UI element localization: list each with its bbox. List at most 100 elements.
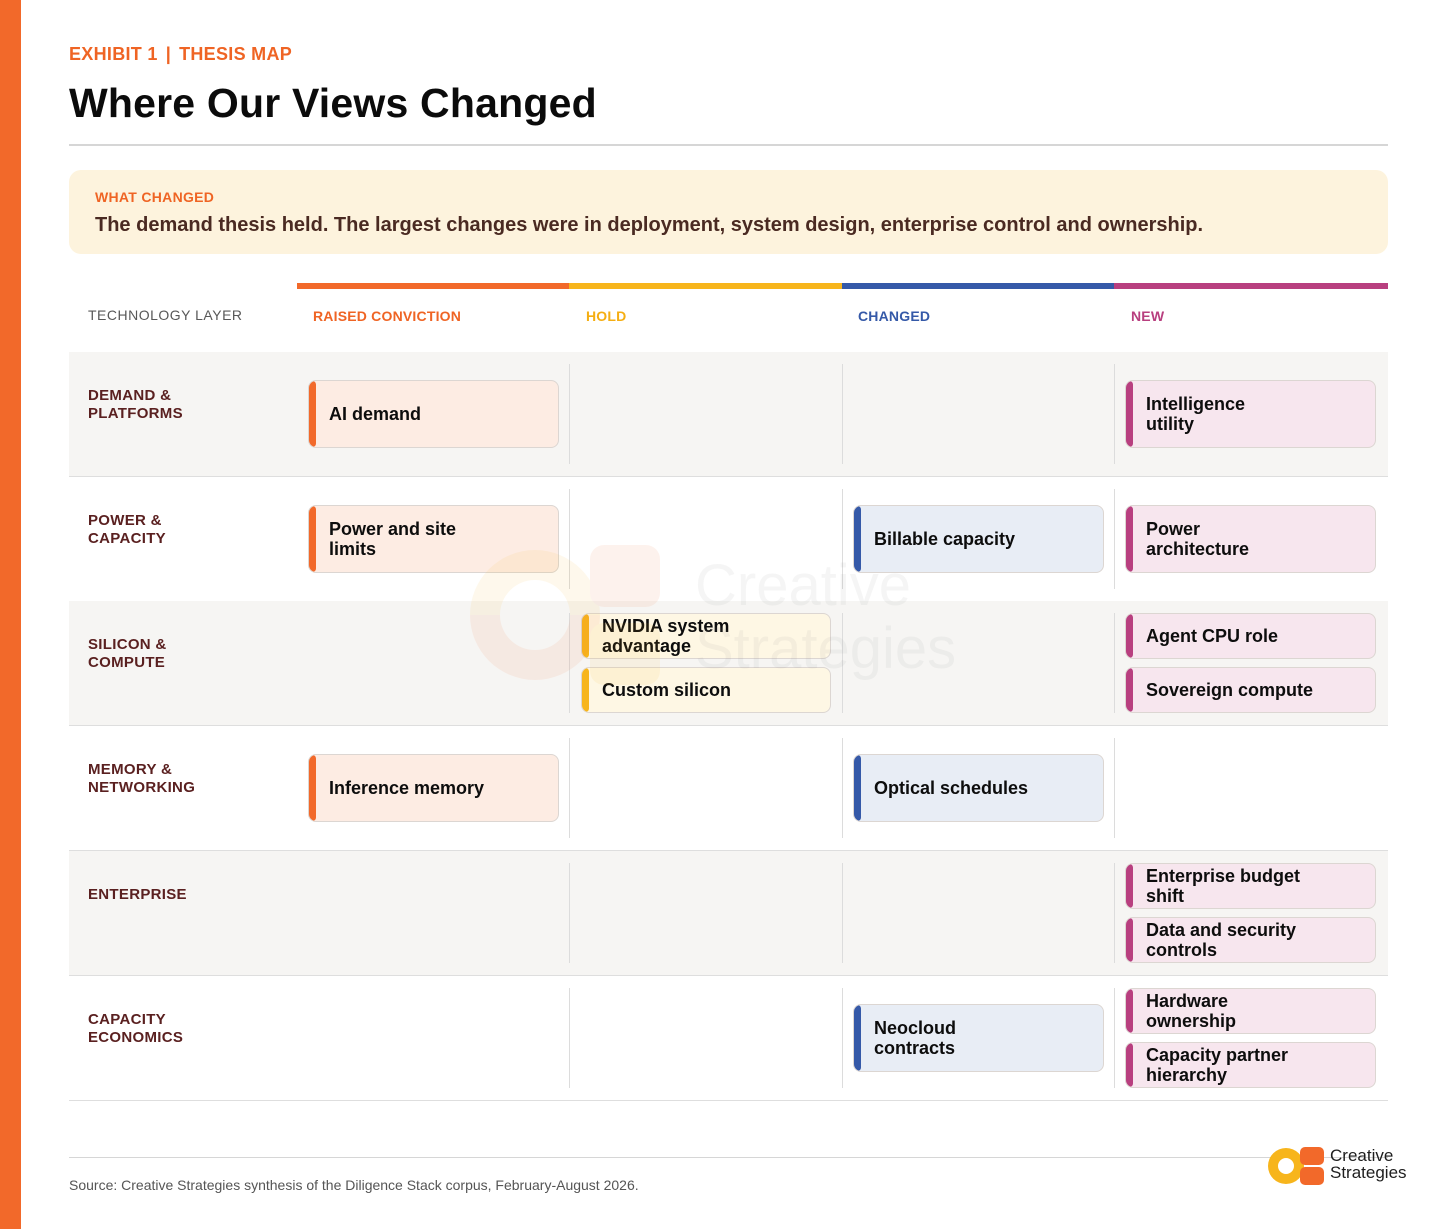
card-text: Neocloud contracts <box>874 1018 957 1058</box>
thesis-card-hold: Custom silicon <box>581 667 831 713</box>
column-divider <box>842 364 843 464</box>
card-accent-bar <box>1126 506 1133 572</box>
column-header-new: NEW <box>1131 308 1165 324</box>
column-divider <box>569 613 570 713</box>
column-divider <box>569 863 570 963</box>
row-label: ENTERPRISE <box>88 886 187 903</box>
thesis-card-new: Intelligence utility <box>1125 380 1376 448</box>
thesis-card-changed: Neocloud contracts <box>853 1004 1104 1072</box>
card-text: Capacity partner hierarchy <box>1146 1045 1289 1085</box>
card-accent-bar <box>582 668 589 712</box>
column-divider <box>842 613 843 713</box>
thesis-card-new: Enterprise budget shift <box>1125 863 1376 909</box>
column-header-layer: TECHNOLOGY LAYER <box>88 307 243 323</box>
column-divider <box>842 738 843 838</box>
column-divider <box>569 364 570 464</box>
card-text: Billable capacity <box>874 529 1016 549</box>
card-accent-bar <box>1126 918 1133 962</box>
card-accent-bar <box>854 506 861 572</box>
brand-side-bar <box>0 0 21 1229</box>
source-note: Source: Creative Strategies synthesis of… <box>69 1177 639 1193</box>
column-divider <box>842 988 843 1088</box>
hold-column-stripe <box>569 283 842 289</box>
card-accent-bar <box>1126 1043 1133 1087</box>
title-divider <box>69 144 1388 146</box>
row-label: SILICON & COMPUTE <box>88 636 167 671</box>
row-label: CAPACITY ECONOMICS <box>88 1011 184 1046</box>
thesis-card-new: Agent CPU role <box>1125 613 1376 659</box>
what-changed-callout: WHAT CHANGED The demand thesis held. The… <box>69 170 1388 254</box>
thesis-card-changed: Billable capacity <box>853 505 1104 573</box>
exhibit-number: EXHIBIT 1 <box>69 44 158 64</box>
row-label: POWER & CAPACITY <box>88 512 166 547</box>
eyebrow-separator: | <box>165 44 172 64</box>
card-accent-bar <box>309 381 316 447</box>
row-divider <box>69 1100 1388 1101</box>
card-text: Sovereign compute <box>1146 680 1314 700</box>
logo-text: Creative Strategies <box>1330 1146 1407 1182</box>
column-header-raised: RAISED CONVICTION <box>313 308 462 324</box>
card-accent-bar <box>309 755 316 821</box>
row-divider <box>69 476 1388 477</box>
column-divider <box>1114 863 1115 963</box>
column-header-changed: CHANGED <box>858 308 931 324</box>
row-label: DEMAND & PLATFORMS <box>88 387 183 422</box>
column-divider <box>1114 364 1115 464</box>
card-accent-bar <box>1126 668 1133 712</box>
column-divider <box>1114 738 1115 838</box>
thesis-card-new: Capacity partner hierarchy <box>1125 1042 1376 1088</box>
column-divider <box>1114 988 1115 1088</box>
thesis-card-hold: NVIDIA system advantage <box>581 613 831 659</box>
changed-column-stripe <box>842 283 1114 289</box>
column-divider <box>1114 489 1115 589</box>
column-divider <box>842 863 843 963</box>
column-header-hold: HOLD <box>586 308 627 324</box>
card-text: Hardware ownership <box>1146 991 1237 1031</box>
column-divider <box>842 489 843 589</box>
card-accent-bar <box>1126 989 1133 1033</box>
column-divider <box>569 988 570 1088</box>
thesis-card-changed: Optical schedules <box>853 754 1104 822</box>
card-accent-bar <box>1126 614 1133 658</box>
thesis-card-raised: Power and site limits <box>308 505 559 573</box>
row-divider <box>69 975 1388 976</box>
creative-strategies-logo: Creative Strategies <box>1266 1144 1426 1188</box>
card-accent-bar <box>854 755 861 821</box>
new-column-stripe <box>1114 283 1388 289</box>
logo-mark-icon <box>1268 1147 1324 1185</box>
card-text: Inference memory <box>329 778 485 798</box>
card-text: Enterprise budget shift <box>1146 866 1301 906</box>
column-divider <box>569 738 570 838</box>
card-accent-bar <box>309 506 316 572</box>
card-accent-bar <box>582 614 589 658</box>
page-title: Where Our Views Changed <box>69 80 597 126</box>
thesis-card-raised: Inference memory <box>308 754 559 822</box>
card-text: Data and security controls <box>1146 920 1297 960</box>
thesis-card-new: Data and security controls <box>1125 917 1376 963</box>
footer-divider <box>69 1157 1388 1158</box>
card-text: Power architecture <box>1146 519 1250 559</box>
layer-row <box>69 726 1388 850</box>
raised-column-stripe <box>297 283 569 289</box>
thesis-card-new: Sovereign compute <box>1125 667 1376 713</box>
thesis-card-new: Power architecture <box>1125 505 1376 573</box>
card-text: Custom silicon <box>602 680 732 700</box>
column-divider <box>569 489 570 589</box>
exhibit-eyebrow: EXHIBIT 1 | THESIS MAP <box>69 44 292 65</box>
card-text: Agent CPU role <box>1146 626 1279 646</box>
exhibit-section: THESIS MAP <box>179 44 293 64</box>
card-accent-bar <box>1126 381 1133 447</box>
column-divider <box>1114 613 1115 713</box>
thesis-card-new: Hardware ownership <box>1125 988 1376 1034</box>
card-text: NVIDIA system advantage <box>602 616 730 656</box>
card-text: Optical schedules <box>874 778 1029 798</box>
card-text: Power and site limits <box>329 519 457 559</box>
card-accent-bar <box>854 1005 861 1071</box>
card-accent-bar <box>1126 864 1133 908</box>
card-text: AI demand <box>329 404 422 424</box>
callout-label: WHAT CHANGED <box>95 189 215 205</box>
callout-text: The demand thesis held. The largest chan… <box>95 214 1204 236</box>
row-divider <box>69 850 1388 851</box>
row-divider <box>69 725 1388 726</box>
thesis-card-raised: AI demand <box>308 380 559 448</box>
